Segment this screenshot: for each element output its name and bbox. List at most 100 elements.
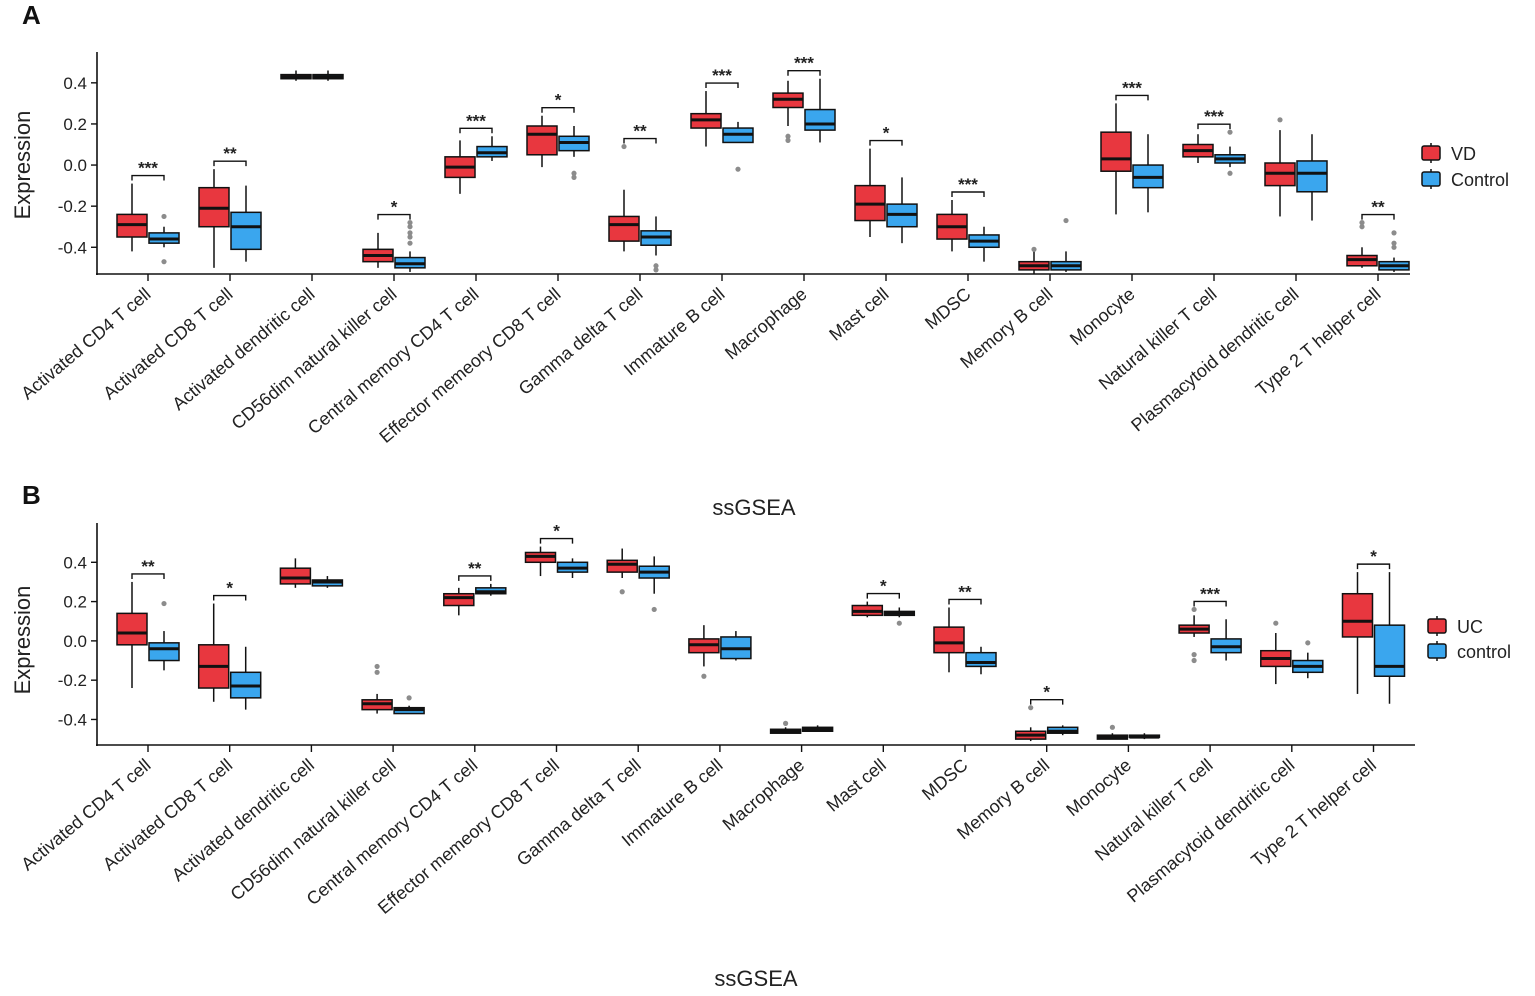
outlier-point xyxy=(621,143,627,150)
y-tick-label: -0.2 xyxy=(58,197,87,216)
outlier-point xyxy=(1277,117,1283,123)
box-group1 xyxy=(1264,117,1296,217)
significance-bracket xyxy=(787,70,821,76)
significance-label: ** xyxy=(1371,198,1385,217)
box-group1 xyxy=(851,601,884,618)
significance-label: *** xyxy=(466,111,486,130)
box-group1 xyxy=(1100,103,1132,215)
significance-bracket xyxy=(213,594,247,601)
box-group1 xyxy=(936,200,968,252)
outlier-point xyxy=(783,720,789,726)
box-group2 xyxy=(1296,134,1328,221)
significance-label: * xyxy=(880,577,887,596)
outlier-point xyxy=(653,267,659,273)
box-group2 xyxy=(804,78,836,143)
box-group1 xyxy=(444,140,476,194)
significance-label: * xyxy=(226,579,233,598)
significance-label: * xyxy=(391,198,398,217)
box-group1 xyxy=(116,183,148,252)
box-group1 xyxy=(1178,606,1210,664)
box-group2 xyxy=(1128,733,1161,740)
significance-label: ** xyxy=(958,582,972,601)
outlier-point xyxy=(374,663,380,670)
box-group1 xyxy=(933,607,965,673)
outlier-point xyxy=(407,220,413,226)
x-category-label: Activated CD4 T cell xyxy=(17,755,154,875)
significance-label: ** xyxy=(223,144,237,163)
box-group1 xyxy=(1182,134,1214,163)
box-group1 xyxy=(606,548,638,595)
outlier-point xyxy=(374,669,380,675)
box-iqr xyxy=(1373,624,1406,677)
box-group1 xyxy=(769,720,802,734)
x-category-label: Central memory CD4 T cell xyxy=(304,284,483,438)
outlier-point xyxy=(161,213,167,220)
panel-label-b: B xyxy=(22,480,41,510)
box-group2 xyxy=(148,213,180,265)
outlier-point xyxy=(406,695,412,701)
y-axis-title-a: Expression xyxy=(10,111,35,220)
box-iqr xyxy=(608,215,640,242)
box-group1 xyxy=(116,581,148,689)
box-group2 xyxy=(393,695,425,715)
significance-label: *** xyxy=(1200,584,1220,603)
box-group2 xyxy=(638,556,670,613)
box-group1 xyxy=(1341,572,1374,694)
significance-bracket xyxy=(131,573,165,579)
outlier-point xyxy=(653,263,659,269)
significance-bracket xyxy=(1193,600,1227,607)
legend-label-uc: UC xyxy=(1457,617,1483,637)
outlier-point xyxy=(619,589,625,595)
outlier-point xyxy=(1109,724,1115,730)
x-category-label: Monocyte xyxy=(1066,284,1139,349)
x-axis-title-a: ssGSEA xyxy=(712,495,795,520)
outlier-point xyxy=(785,137,791,143)
box-iqr xyxy=(443,592,475,607)
outlier-point xyxy=(1273,620,1279,626)
y-tick-label: 0.4 xyxy=(63,553,87,572)
significance-bracket xyxy=(623,137,657,144)
box-group2 xyxy=(801,725,834,732)
box-group2 xyxy=(720,631,752,661)
box-iqr xyxy=(116,612,148,646)
outlier-point xyxy=(1359,220,1365,226)
y-tick-label: 0.4 xyxy=(63,74,87,93)
box-group1 xyxy=(1346,220,1378,268)
x-category-label: MDSC xyxy=(921,284,974,333)
box-group1 xyxy=(690,91,722,147)
legend-swatch-control xyxy=(1421,171,1441,187)
significance-bracket xyxy=(1361,213,1395,220)
y-tick-label: 0.2 xyxy=(63,115,87,134)
outlier-point xyxy=(571,170,577,176)
box-group1 xyxy=(198,169,230,268)
box-group1 xyxy=(279,558,312,588)
box-group2 xyxy=(886,177,918,244)
legend-swatch-control-b xyxy=(1427,643,1447,659)
box-group1 xyxy=(772,80,804,143)
y-tick-label: 0.0 xyxy=(63,156,87,175)
significance-bracket xyxy=(1356,563,1391,570)
legend-label-control: Control xyxy=(1451,170,1509,190)
y-tick-label: -0.2 xyxy=(58,671,87,690)
significance-bracket xyxy=(458,575,492,581)
significance-bracket xyxy=(866,592,900,599)
box-group2 xyxy=(968,226,1000,262)
box-group2 xyxy=(312,70,344,81)
legend-label-vd: VD xyxy=(1451,144,1476,164)
box-group2 xyxy=(476,136,508,161)
significance-label: * xyxy=(1043,683,1050,702)
outlier-point xyxy=(1227,170,1233,176)
outlier-point xyxy=(735,166,741,172)
outlier-point xyxy=(161,600,167,607)
x-category-label: CD56dim natural killer cell xyxy=(227,755,400,905)
outlier-point xyxy=(407,230,413,236)
box-iqr xyxy=(965,651,997,668)
outlier-point xyxy=(407,240,413,246)
y-tick-label: -0.4 xyxy=(58,710,87,729)
y-axis-title-b: Expression xyxy=(10,586,35,695)
y-tick-label: -0.4 xyxy=(58,238,87,257)
significance-bracket xyxy=(213,160,247,167)
x-category-label: Activated dendritic cell xyxy=(168,755,318,885)
significance-bracket xyxy=(869,139,903,146)
